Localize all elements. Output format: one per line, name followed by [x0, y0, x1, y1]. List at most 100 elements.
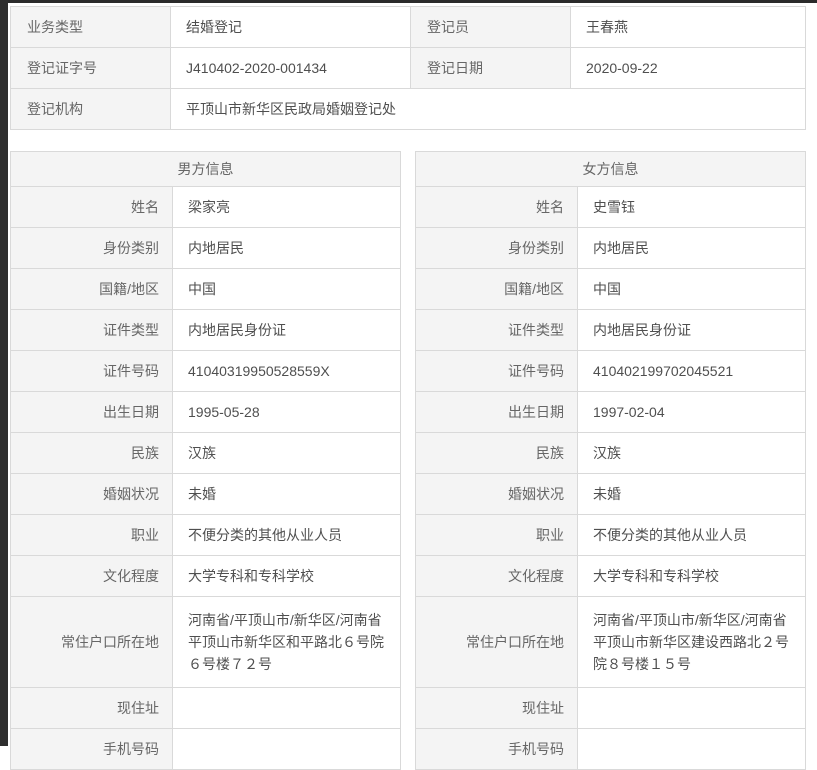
- female-info-table: 女方信息 姓名 史雪钰 身份类别 内地居民 国籍/地区 中国 证件类型 内地居民…: [415, 151, 806, 770]
- field-label-id-number: 证件号码: [415, 350, 578, 392]
- table-header-row: 女方信息: [415, 151, 806, 187]
- registration-agency-label: 登记机构: [10, 88, 171, 130]
- field-label-id-number: 证件号码: [10, 350, 173, 392]
- summary-row-certificate: 登记证字号 J410402-2020-001434 登记日期 2020-09-2…: [10, 47, 806, 89]
- field-value-ethnicity: 汉族: [172, 432, 401, 474]
- male-info-table: 男方信息 姓名 梁家亮 身份类别 内地居民 国籍/地区 中国 证件类型 内地居民…: [10, 151, 401, 770]
- registrar-value: 王春燕: [570, 6, 806, 48]
- field-row: 出生日期 1997-02-04: [415, 391, 806, 433]
- field-value-current-address: [172, 687, 401, 729]
- field-row: 证件类型 内地居民身份证: [415, 309, 806, 351]
- registration-agency-value: 平顶山市新华区民政局婚姻登记处: [170, 88, 806, 130]
- field-row: 证件类型 内地居民身份证: [10, 309, 401, 351]
- summary-row-business: 业务类型 结婚登记 登记员 王春燕: [10, 6, 806, 48]
- table-header-row: 男方信息: [10, 151, 401, 187]
- business-type-value: 结婚登记: [170, 6, 411, 48]
- field-label-identity-type: 身份类别: [10, 227, 173, 269]
- field-label-birth-date: 出生日期: [10, 391, 173, 433]
- field-value-occupation: 不便分类的其他从业人员: [172, 514, 401, 556]
- field-label-education: 文化程度: [415, 555, 578, 597]
- field-label-identity-type: 身份类别: [415, 227, 578, 269]
- field-row: 国籍/地区 中国: [415, 268, 806, 310]
- field-row: 民族 汉族: [415, 432, 806, 474]
- field-row: 出生日期 1995-05-28: [10, 391, 401, 433]
- field-value-marital-status: 未婚: [172, 473, 401, 515]
- field-row: 常住户口所在地 河南省/平顶山市/新华区/河南省平顶山市新华区建设西路北２号院８…: [415, 596, 806, 688]
- field-label-occupation: 职业: [415, 514, 578, 556]
- field-value-identity-type: 内地居民: [172, 227, 401, 269]
- field-label-ethnicity: 民族: [10, 432, 173, 474]
- field-row: 国籍/地区 中国: [10, 268, 401, 310]
- field-label-education: 文化程度: [10, 555, 173, 597]
- field-row: 身份类别 内地居民: [415, 227, 806, 269]
- registration-date-label: 登记日期: [410, 47, 571, 89]
- field-value-marital-status: 未婚: [577, 473, 806, 515]
- registration-date-value: 2020-09-22: [570, 47, 806, 89]
- field-row: 职业 不便分类的其他从业人员: [415, 514, 806, 556]
- field-label-mobile: 手机号码: [415, 728, 578, 770]
- field-value-mobile: [172, 728, 401, 770]
- summary-row-agency: 登记机构 平顶山市新华区民政局婚姻登记处: [10, 88, 806, 130]
- field-row: 婚姻状况 未婚: [10, 473, 401, 515]
- field-label-marital-status: 婚姻状况: [415, 473, 578, 515]
- field-label-ethnicity: 民族: [415, 432, 578, 474]
- field-value-id-type: 内地居民身份证: [172, 309, 401, 351]
- field-value-id-number: 41040319950528559X: [172, 350, 401, 392]
- field-row: 现住址: [415, 687, 806, 729]
- field-value-ethnicity: 汉族: [577, 432, 806, 474]
- field-value-mobile: [577, 728, 806, 770]
- field-row: 现住址: [10, 687, 401, 729]
- field-row: 姓名 梁家亮: [10, 186, 401, 228]
- field-value-identity-type: 内地居民: [577, 227, 806, 269]
- field-label-occupation: 职业: [10, 514, 173, 556]
- field-row: 常住户口所在地 河南省/平顶山市/新华区/河南省平顶山市新华区和平路北６号院６号…: [10, 596, 401, 688]
- field-row: 证件号码 41040319950528559X: [10, 350, 401, 392]
- field-label-current-address: 现住址: [10, 687, 173, 729]
- female-info-title: 女方信息: [415, 151, 806, 187]
- field-value-birth-date: 1995-05-28: [172, 391, 401, 433]
- field-label-id-type: 证件类型: [10, 309, 173, 351]
- field-label-current-address: 现住址: [415, 687, 578, 729]
- field-label-birth-date: 出生日期: [415, 391, 578, 433]
- field-label-nationality: 国籍/地区: [10, 268, 173, 310]
- field-row: 手机号码: [10, 728, 401, 770]
- certificate-number-value: J410402-2020-001434: [170, 47, 411, 89]
- field-value-name: 梁家亮: [172, 186, 401, 228]
- registration-summary-table: 业务类型 结婚登记 登记员 王春燕 登记证字号 J410402-2020-001…: [10, 6, 806, 130]
- male-info-title: 男方信息: [10, 151, 401, 187]
- field-label-name: 姓名: [415, 186, 578, 228]
- field-value-education: 大学专科和专科学校: [577, 555, 806, 597]
- field-row: 文化程度 大学专科和专科学校: [415, 555, 806, 597]
- field-value-birth-date: 1997-02-04: [577, 391, 806, 433]
- field-row: 证件号码 410402199702045521: [415, 350, 806, 392]
- record-content: 业务类型 结婚登记 登记员 王春燕 登记证字号 J410402-2020-001…: [10, 6, 806, 770]
- field-value-nationality: 中国: [172, 268, 401, 310]
- field-value-id-type: 内地居民身份证: [577, 309, 806, 351]
- field-value-id-number: 410402199702045521: [577, 350, 806, 392]
- field-value-registered-residence: 河南省/平顶山市/新华区/河南省平顶山市新华区和平路北６号院６号楼７２号: [172, 596, 401, 688]
- field-value-registered-residence: 河南省/平顶山市/新华区/河南省平顶山市新华区建设西路北２号院８号楼１５号: [577, 596, 806, 688]
- field-label-mobile: 手机号码: [10, 728, 173, 770]
- registrar-label: 登记员: [410, 6, 571, 48]
- field-value-name: 史雪钰: [577, 186, 806, 228]
- field-label-id-type: 证件类型: [415, 309, 578, 351]
- field-value-occupation: 不便分类的其他从业人员: [577, 514, 806, 556]
- field-row: 民族 汉族: [10, 432, 401, 474]
- field-label-registered-residence: 常住户口所在地: [10, 596, 173, 688]
- field-row: 姓名 史雪钰: [415, 186, 806, 228]
- field-value-nationality: 中国: [577, 268, 806, 310]
- field-label-registered-residence: 常住户口所在地: [415, 596, 578, 688]
- party-info-section: 男方信息 姓名 梁家亮 身份类别 内地居民 国籍/地区 中国 证件类型 内地居民…: [10, 151, 806, 770]
- field-value-current-address: [577, 687, 806, 729]
- certificate-number-label: 登记证字号: [10, 47, 171, 89]
- field-row: 手机号码: [415, 728, 806, 770]
- field-row: 文化程度 大学专科和专科学校: [10, 555, 401, 597]
- field-label-name: 姓名: [10, 186, 173, 228]
- page-edge-left: [0, 0, 8, 746]
- field-label-marital-status: 婚姻状况: [10, 473, 173, 515]
- field-row: 婚姻状况 未婚: [415, 473, 806, 515]
- business-type-label: 业务类型: [10, 6, 171, 48]
- field-label-nationality: 国籍/地区: [415, 268, 578, 310]
- page-edge-top: [0, 0, 817, 3]
